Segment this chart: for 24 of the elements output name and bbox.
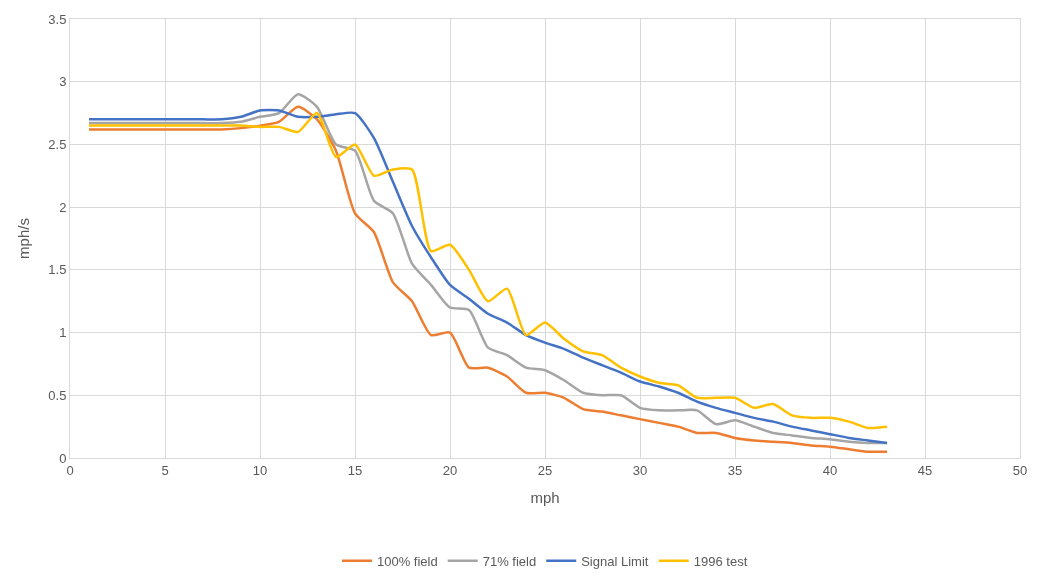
x-tick-label: 40 <box>822 462 838 478</box>
legend-label: Signal Limit <box>581 553 649 569</box>
x-tick-label: 25 <box>537 462 553 478</box>
y-tick-label: 3.5 <box>48 11 67 27</box>
y-tick-label: 1 <box>59 325 67 341</box>
x-tick-label: 35 <box>727 462 743 478</box>
x-tick-label: 45 <box>917 462 933 478</box>
y-axis-title: mph/s <box>14 218 32 259</box>
y-tick-label: 2.5 <box>48 136 67 152</box>
y-tick-label: 1.5 <box>48 262 67 278</box>
x-tick-label: 15 <box>347 462 363 478</box>
y-tick-label: 0.5 <box>48 387 67 403</box>
legend-label: 1996 test <box>693 553 748 569</box>
legend-label: 100% field <box>377 553 438 569</box>
x-tick-label: 5 <box>161 462 169 478</box>
y-tick-label: 0 <box>59 450 67 466</box>
x-axis-title: mph <box>530 488 560 506</box>
x-tick-label: 50 <box>1012 462 1028 478</box>
x-tick-label: 30 <box>632 462 648 478</box>
y-tick-label: 3 <box>59 74 67 90</box>
legend-label: 71% field <box>482 553 537 569</box>
x-tick-label: 10 <box>252 462 268 478</box>
x-tick-label: 20 <box>442 462 458 478</box>
y-tick-label: 2 <box>59 199 67 215</box>
